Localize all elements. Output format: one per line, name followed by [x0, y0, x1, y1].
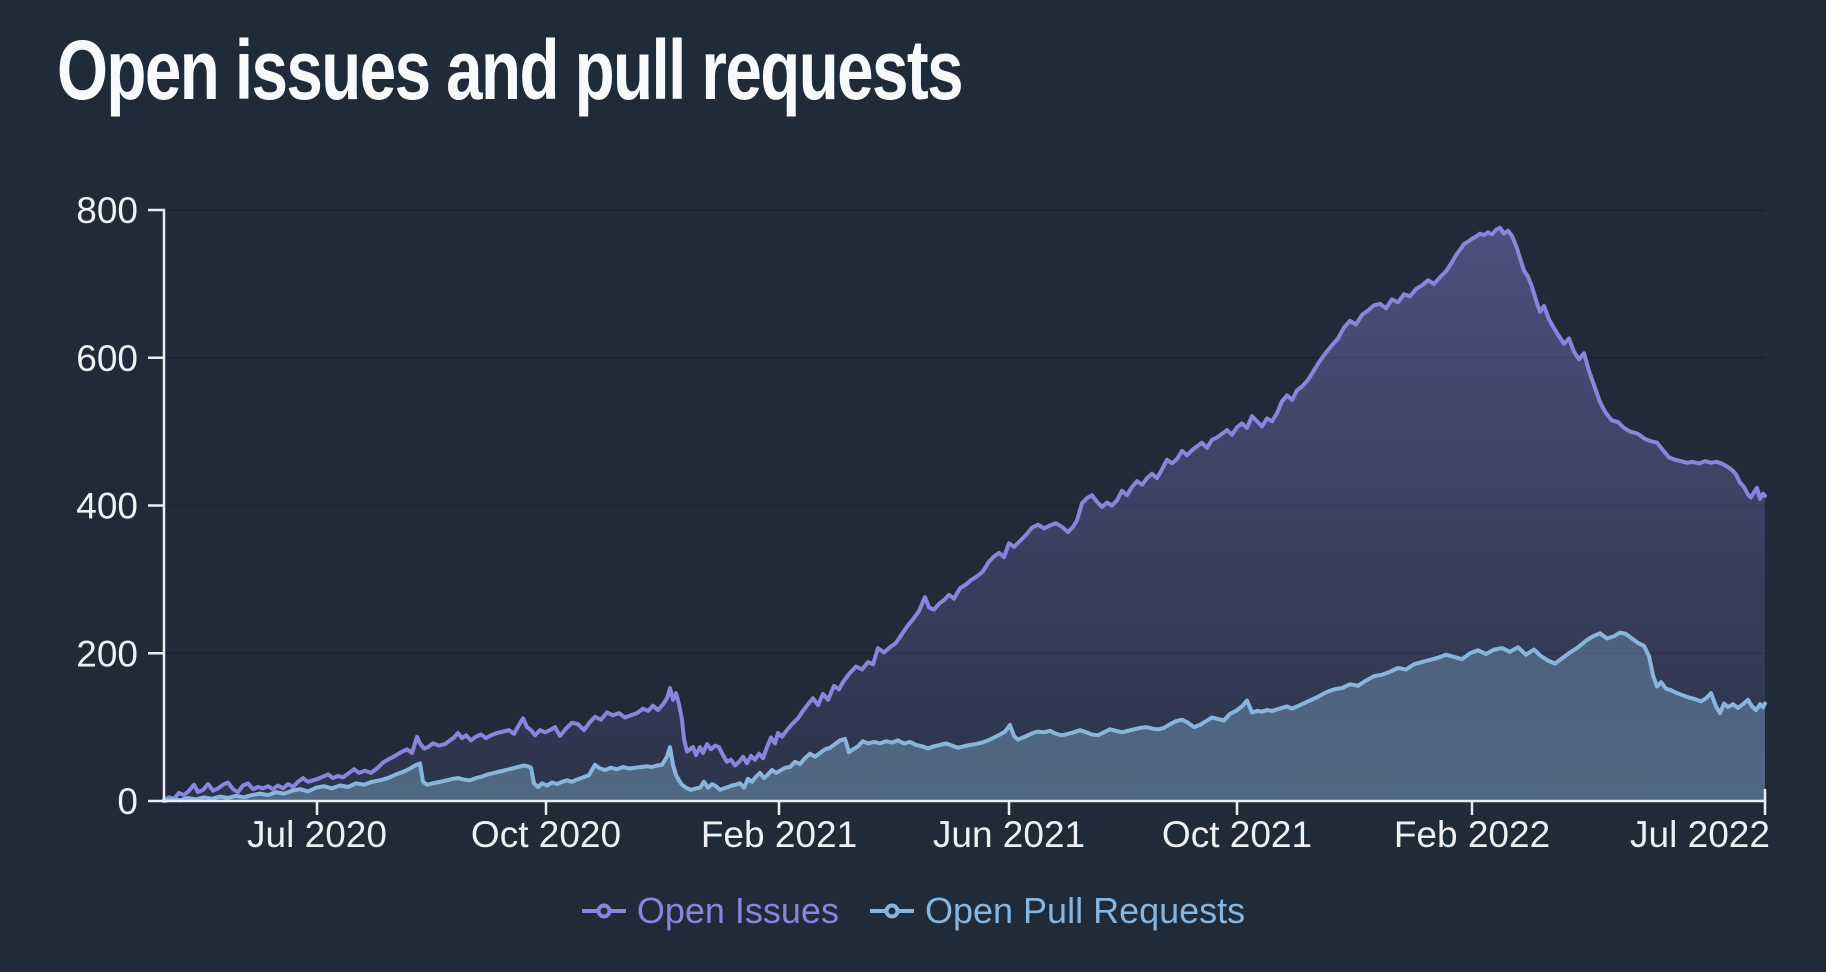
- legend-item-open-pull-requests[interactable]: Open Pull Requests: [869, 890, 1245, 932]
- x-tick-label-feb-2021: Feb 2021: [701, 814, 857, 855]
- y-tick-label-800: 800: [76, 190, 138, 231]
- open-pull-requests-area: [164, 632, 1765, 801]
- chart-legend: Open Issues Open Pull Requests: [0, 890, 1826, 932]
- x-tick-label-oct-2021: Oct 2021: [1162, 814, 1312, 855]
- y-axis: [148, 208, 166, 801]
- line-circle-marker-icon: [581, 903, 626, 919]
- x-tick-label-feb-2022: Feb 2022: [1394, 814, 1550, 855]
- open-issues-line: [162, 225, 1767, 802]
- y-tick-label-200: 200: [76, 633, 138, 674]
- x-tick-label-jul-2020: Jul 2020: [247, 814, 387, 855]
- x-tick-label-oct-2020: Oct 2020: [471, 814, 621, 855]
- x-tick-label-jun-2021: Jun 2021: [933, 814, 1085, 855]
- y-tick-label-400: 400: [76, 486, 138, 527]
- legend-label-open-issues: Open Issues: [636, 890, 839, 931]
- x-tick-label-jul-2022: Jul 2022: [1630, 814, 1770, 855]
- legend-label-open-pull-requests: Open Pull Requests: [924, 890, 1246, 931]
- open-issues-area: [164, 227, 1765, 801]
- y-tick-label-600: 600: [76, 338, 138, 379]
- line-circle-marker-icon: [869, 903, 914, 919]
- page-title: Open issues and pull requests: [57, 23, 964, 117]
- open-pull-requests-line: [162, 630, 1767, 803]
- legend-item-open-issues[interactable]: Open Issues: [581, 890, 839, 932]
- y-tick-label-0: 0: [117, 781, 138, 822]
